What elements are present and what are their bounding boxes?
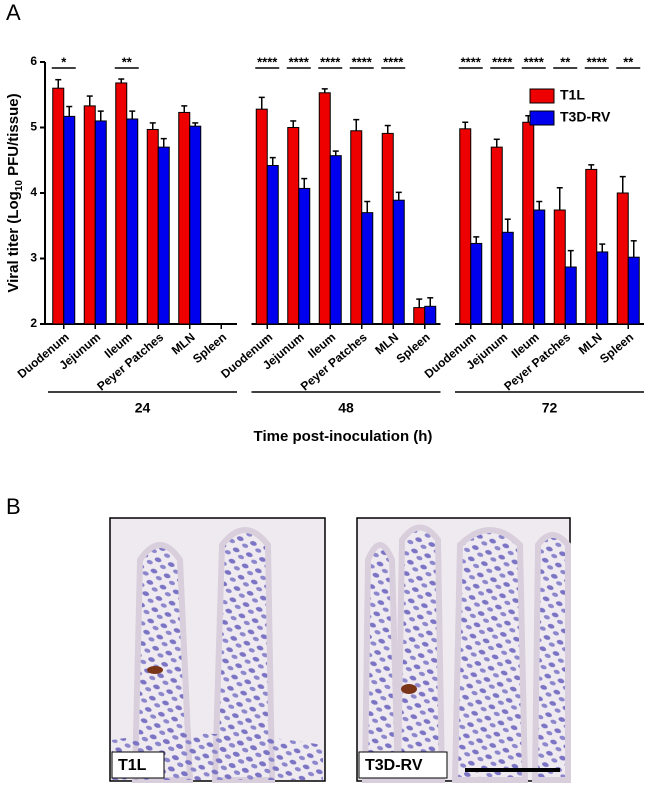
bar	[470, 242, 483, 325]
bar	[392, 199, 405, 325]
image-label: T1L	[118, 757, 147, 774]
bar	[459, 128, 472, 325]
significance-label: ****	[492, 54, 513, 69]
significance-label: ****	[257, 54, 278, 69]
bar	[157, 146, 170, 325]
bar	[83, 105, 96, 325]
panel-label: A	[6, 0, 21, 25]
significance-label: ****	[383, 54, 404, 69]
x-tick-label: Spleen	[190, 330, 229, 366]
bar	[350, 130, 363, 325]
y-tick-label: 3	[30, 251, 37, 265]
significance-label: ****	[289, 54, 310, 69]
bar	[178, 111, 191, 325]
bar	[329, 155, 342, 325]
bar	[318, 92, 331, 325]
bar	[413, 307, 426, 325]
micrograph: T1L	[109, 517, 326, 783]
significance-label: ****	[320, 54, 341, 69]
bar	[522, 121, 535, 325]
significance-label: ****	[352, 54, 373, 69]
significance-label: ****	[524, 54, 545, 69]
bar	[553, 209, 566, 325]
y-tick-label: 2	[30, 316, 37, 330]
x-axis-label: Time post-inoculation (h)	[254, 428, 433, 445]
x-tick-label: Spleen	[597, 330, 636, 366]
bar	[501, 231, 514, 325]
legend-swatch	[529, 88, 555, 104]
bar	[361, 212, 374, 325]
bar	[596, 251, 609, 325]
bar	[287, 127, 300, 325]
image-label: T3D-RV	[365, 757, 423, 774]
bar	[616, 192, 629, 325]
y-tick-label: 4	[30, 185, 37, 199]
legend-swatch	[529, 110, 555, 126]
y-axis-label-part: Viral titer (Log	[5, 191, 22, 292]
group-label: 72	[542, 400, 558, 416]
bar	[126, 118, 139, 325]
significance-label: ****	[461, 54, 482, 69]
significance-label: **	[623, 54, 634, 69]
bar	[564, 266, 577, 325]
y-axis-label: Viral titer (Log10 PFU/tissue)	[5, 93, 25, 292]
bar	[424, 305, 437, 325]
bar	[63, 115, 76, 325]
bar	[189, 125, 202, 325]
y-tick-label: 6	[30, 54, 37, 68]
bar	[255, 108, 268, 325]
bar	[94, 120, 107, 325]
group-label: 24	[135, 400, 151, 416]
bar	[533, 209, 546, 325]
significance-label: *	[61, 54, 67, 69]
group-label: 48	[338, 400, 354, 416]
bar	[298, 187, 311, 325]
bar	[52, 87, 65, 325]
significance-label: **	[560, 54, 571, 69]
bar	[585, 168, 598, 325]
x-tick-label: Spleen	[394, 330, 433, 366]
panel-label: B	[6, 494, 21, 519]
bar	[266, 164, 279, 325]
significance-label: ****	[587, 54, 608, 69]
legend-label: T3D-RV	[560, 109, 611, 125]
bar	[627, 256, 640, 325]
micrograph: T3D-RV	[356, 517, 571, 783]
significance-label: **	[122, 54, 133, 69]
y-axis-label-part: 10	[14, 180, 25, 192]
bar	[115, 82, 128, 325]
legend-label: T1L	[560, 87, 585, 103]
bar	[146, 128, 159, 325]
bar	[490, 146, 503, 325]
y-tick-label: 5	[30, 120, 37, 134]
y-axis-label-part: PFU/tissue)	[5, 93, 22, 180]
bar	[381, 132, 394, 325]
